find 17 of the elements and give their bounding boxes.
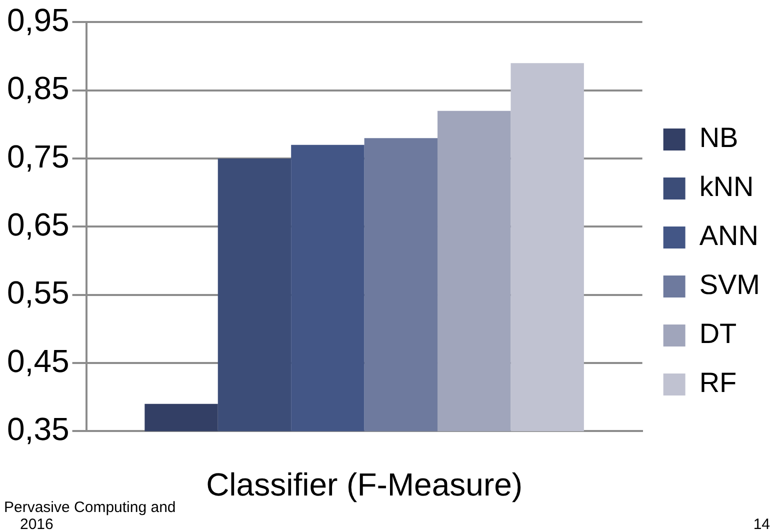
legend-label: kNN [699,171,754,202]
legend-label: NB [699,122,738,154]
legend-label: ANN [699,220,758,252]
y-tick-label: 0,85 [7,70,70,106]
y-tick-label: 0,55 [7,274,70,311]
legend-label: DT [699,318,737,350]
y-tick-label: 0,65 [7,206,70,243]
text: 14 [753,516,770,532]
y-tick-label: 0,75 [7,138,70,174]
y-tick-label: 0,35 [7,411,70,448]
legend-label: SVM [699,269,760,300]
y-tick-label: 0,95 [7,2,70,38]
x-axis-title: Classifier (F-Measure) [206,466,523,503]
text: Pervasive Computing and [4,499,176,516]
text: 2016 [20,516,54,532]
y-tick-label: 0,45 [7,342,70,379]
legend-label: RF [699,367,737,398]
